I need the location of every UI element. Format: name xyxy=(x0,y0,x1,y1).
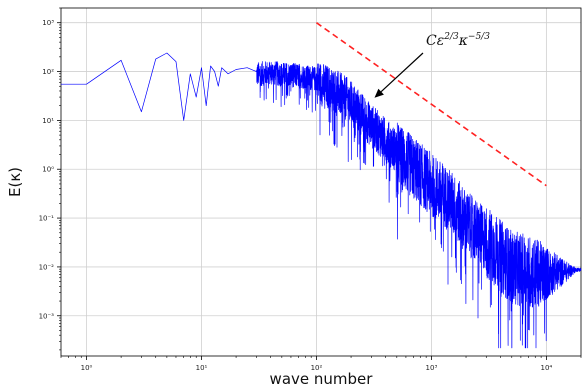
annotation-base: Cε xyxy=(426,33,444,49)
y-tick-label: 10⁰ xyxy=(42,166,54,174)
annotation-label: Cε2/3κ−5/3 xyxy=(426,32,490,49)
annotation-mid: κ xyxy=(458,33,468,49)
annotation-arrow xyxy=(380,52,424,93)
x-axis-ticks: 10⁰ 10¹ 10² 10³ 10⁴ xyxy=(60,356,582,372)
y-axis-ticks: 10⁻³ 10⁻² 10⁻¹ 10⁰ 10¹ 10² 10³ xyxy=(39,7,61,351)
y-tick-label: 10⁻¹ xyxy=(39,215,55,223)
y-tick-label: 10³ xyxy=(42,19,54,27)
x-tick-label: 10³ xyxy=(426,364,438,372)
plot-frame xyxy=(60,7,582,357)
y-tick-label: 10⁻³ xyxy=(39,312,55,320)
series-layer xyxy=(61,22,582,349)
x-axis-label: wave number xyxy=(270,370,374,388)
y-tick-label: 10² xyxy=(42,68,54,76)
x-tick-label: 10⁴ xyxy=(541,364,553,372)
annotation-exp2: −5/3 xyxy=(468,32,490,42)
y-axis-label: E(κ) xyxy=(6,167,24,197)
grid xyxy=(61,8,581,356)
y-tick-label: 10¹ xyxy=(42,117,54,125)
x-tick-label: 10¹ xyxy=(196,364,208,372)
x-tick-label: 10⁰ xyxy=(81,364,93,372)
reference-slope-line xyxy=(315,22,547,187)
slope-annotation: Cε2/3κ−5/3 xyxy=(374,32,490,98)
annotation-arrowhead xyxy=(374,88,384,98)
annotation-exp1: 2/3 xyxy=(443,32,459,42)
plot-area xyxy=(60,7,582,357)
x-tick-label: 10² xyxy=(311,364,323,372)
y-tick-label: 10⁻² xyxy=(39,263,55,271)
spectrum-line xyxy=(61,52,582,349)
